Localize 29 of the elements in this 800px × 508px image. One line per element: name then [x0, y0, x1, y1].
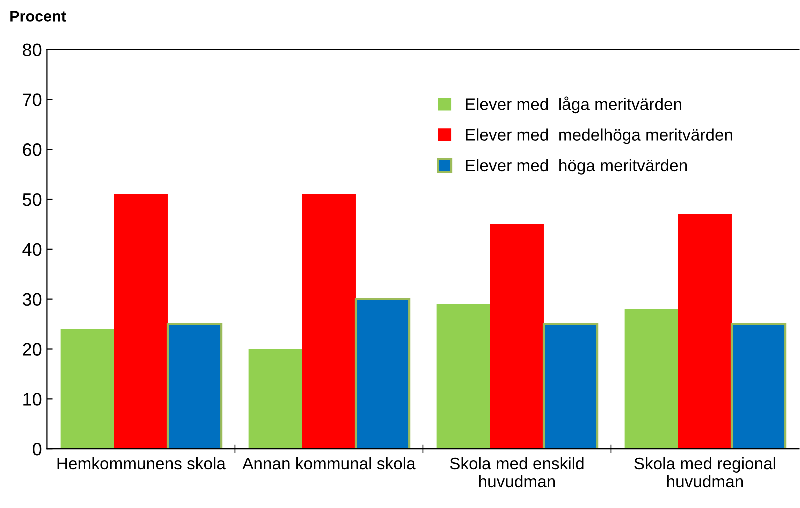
- bar: [436, 304, 490, 450]
- x-tick-label: Skola med regional huvudman: [634, 457, 776, 488]
- bar: [166, 323, 223, 450]
- bar: [730, 323, 787, 450]
- y-tick-label: 20: [23, 343, 42, 356]
- bar: [678, 214, 732, 450]
- y-tick-label: 50: [22, 193, 42, 206]
- y-tick-label: 60: [23, 144, 42, 156]
- bar: [354, 298, 411, 450]
- y-tick-label: 30: [22, 293, 42, 306]
- y-tick-label: 40: [22, 243, 42, 256]
- x-tick-label: Hemkommunens skola: [58, 457, 226, 470]
- y-tick-label: 70: [23, 94, 42, 106]
- bar: [60, 329, 114, 450]
- x-tick-label: Annan kommunal skola: [242, 457, 416, 470]
- y-axis-title: Procent: [10, 11, 66, 22]
- legend-label: Elever med låga meritvärden: [466, 96, 682, 114]
- bar: [248, 349, 302, 450]
- legend-label: Elever med medelhöga meritvärden: [466, 128, 732, 144]
- bar: [490, 224, 544, 450]
- bar: [302, 194, 356, 450]
- bar: [624, 309, 678, 450]
- y-tick-label: 10: [24, 393, 42, 406]
- legend-label: Elever med höga meritvärden: [466, 159, 688, 175]
- y-tick-label: 80: [23, 44, 42, 57]
- y-tick-label: 0: [33, 443, 42, 456]
- bar: [542, 323, 599, 450]
- x-tick-label: Skola med enskild huvudman: [450, 457, 584, 488]
- bar: [114, 194, 168, 450]
